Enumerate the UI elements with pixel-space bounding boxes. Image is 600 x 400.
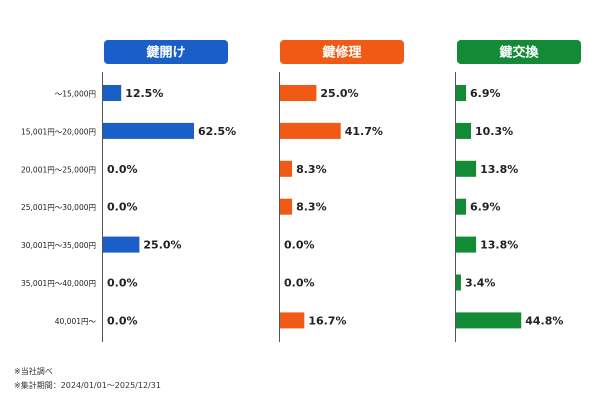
- bar-value-label: 0.0%: [284, 239, 315, 252]
- bar: [103, 122, 194, 139]
- bar-value-label: 6.9%: [470, 87, 501, 100]
- bar-value-label: 13.8%: [480, 163, 518, 176]
- footnotes: ※当社調べ ※集計期間：2024/01/01～2025/12/31: [14, 365, 161, 393]
- bar-value-label: 3.4%: [465, 277, 496, 290]
- bar-value-label: 0.0%: [107, 314, 138, 327]
- category-label: ～15,000円: [55, 90, 96, 99]
- bar-value-label: 6.9%: [470, 201, 501, 214]
- bar-value-label: 62.5%: [198, 125, 236, 138]
- bar: [456, 236, 477, 253]
- series-header-label: 鍵修理: [322, 45, 361, 61]
- series-header-box: [457, 40, 581, 64]
- bar: [456, 274, 461, 291]
- category-label: 20,001円～25,000円: [21, 165, 96, 174]
- bar: [456, 85, 467, 101]
- series-header-box: [280, 40, 404, 64]
- bar-value-label: 44.8%: [525, 314, 563, 327]
- bar: [456, 198, 467, 215]
- category-label: 15,001円～20,000円: [21, 127, 96, 136]
- bar: [456, 160, 477, 177]
- bar-value-label: 16.7%: [308, 314, 346, 327]
- bar-value-label: 13.8%: [480, 239, 518, 252]
- bar-value-label: 0.0%: [107, 163, 138, 176]
- bar: [103, 236, 140, 253]
- bar: [456, 122, 471, 139]
- series-header-label: 鍵交換: [499, 45, 539, 61]
- bar: [280, 85, 317, 101]
- bar: [280, 312, 305, 329]
- series-header-label: 鍵開け: [146, 45, 185, 61]
- bar-value-label: 10.3%: [475, 125, 513, 138]
- category-label: 30,001円～35,000円: [21, 241, 96, 250]
- category-label: 25,001円～30,000円: [21, 203, 96, 212]
- footnote-source: ※当社調べ: [14, 367, 53, 376]
- bar-value-label: 25.0%: [143, 239, 181, 252]
- bar: [456, 312, 522, 329]
- bar: [280, 160, 293, 177]
- bar-value-label: 8.3%: [296, 163, 327, 176]
- bar-value-label: 8.3%: [296, 201, 327, 214]
- bar: [280, 198, 293, 215]
- bar-value-label: 12.5%: [125, 87, 163, 100]
- series-header-box: [104, 40, 228, 64]
- bar: [103, 85, 122, 101]
- bar-value-label: 0.0%: [284, 277, 315, 290]
- footnote-period: ※集計期間：2024/01/01～2025/12/31: [14, 381, 161, 390]
- bar-value-label: 0.0%: [107, 277, 138, 290]
- bar-value-label: 25.0%: [320, 87, 358, 100]
- bar-value-label: 41.7%: [345, 125, 383, 138]
- bar: [280, 122, 341, 139]
- category-label: 40,001円～: [55, 317, 97, 326]
- bar-value-label: 0.0%: [107, 201, 138, 214]
- category-label: 35,001円～40,000円: [21, 279, 96, 288]
